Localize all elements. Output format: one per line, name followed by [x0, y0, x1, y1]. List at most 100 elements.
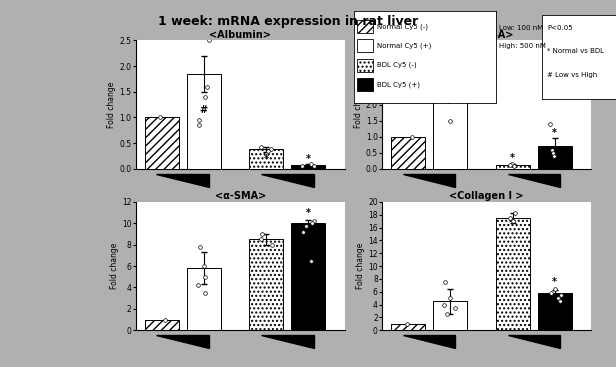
Point — [256, 144, 265, 150]
Point — [193, 283, 203, 288]
Text: *: * — [552, 128, 557, 138]
Text: * Normal vs BDL: * Normal vs BDL — [547, 48, 604, 54]
Point — [306, 258, 315, 264]
Bar — [187, 74, 221, 169]
Polygon shape — [403, 174, 455, 187]
Bar — [496, 165, 530, 169]
Point — [194, 117, 204, 123]
Point — [442, 311, 452, 317]
Bar — [538, 146, 572, 169]
Bar — [357, 20, 373, 33]
Point — [445, 118, 455, 124]
Text: Normal Cy5 (+): Normal Cy5 (+) — [377, 43, 431, 49]
Bar — [391, 324, 425, 330]
Point — [450, 305, 460, 311]
Bar — [187, 268, 221, 330]
Title: <α-SMA>: <α-SMA> — [214, 191, 266, 201]
Text: *: * — [510, 153, 516, 163]
Point — [200, 290, 210, 296]
Point — [195, 244, 205, 250]
Text: *: * — [306, 154, 311, 164]
Point — [200, 94, 210, 100]
Text: *: * — [552, 277, 557, 287]
Text: BDL Cy5 (-): BDL Cy5 (-) — [377, 62, 416, 68]
Point — [442, 44, 452, 50]
Point — [508, 218, 518, 224]
Point — [505, 162, 515, 168]
Y-axis label: Fold change: Fold change — [107, 81, 116, 128]
Bar — [291, 165, 325, 169]
Point — [267, 242, 277, 248]
Point — [298, 229, 308, 235]
Bar — [496, 218, 530, 330]
Polygon shape — [508, 335, 560, 348]
Point — [445, 295, 455, 301]
Text: *: * — [306, 208, 311, 218]
Polygon shape — [508, 174, 560, 187]
Bar — [357, 78, 373, 91]
Text: # Low vs High: # Low vs High — [547, 72, 598, 78]
Point — [407, 134, 417, 139]
Point — [306, 161, 316, 167]
Bar — [391, 137, 425, 169]
Bar — [357, 59, 373, 72]
Text: BDL Cy5 (+): BDL Cy5 (+) — [377, 81, 420, 88]
Bar — [357, 40, 373, 52]
Point — [509, 163, 519, 168]
Text: 1 week: mRNA expression in rat liver: 1 week: mRNA expression in rat liver — [158, 15, 418, 28]
Point — [439, 302, 449, 308]
Point — [160, 317, 170, 323]
Point — [556, 292, 565, 298]
Y-axis label: Fold change: Fold change — [110, 243, 119, 289]
Point — [547, 147, 557, 153]
Title: <HNF4A>: <HNF4A> — [460, 30, 513, 40]
Point — [546, 290, 556, 296]
Point — [402, 321, 412, 327]
Bar — [538, 293, 572, 330]
Point — [205, 37, 214, 43]
Text: High: 500 nM: High: 500 nM — [499, 43, 546, 49]
Text: Normal Cy5 (-): Normal Cy5 (-) — [377, 23, 428, 30]
Point — [548, 150, 558, 156]
Point — [510, 211, 520, 217]
Point — [440, 279, 450, 285]
Point — [256, 236, 266, 242]
Point — [194, 122, 204, 128]
Point — [263, 148, 273, 154]
Bar — [249, 149, 283, 169]
Y-axis label: Fold change: Fold change — [354, 81, 363, 128]
Point — [555, 298, 565, 304]
Point — [199, 263, 209, 269]
Title: <Collagen I >: <Collagen I > — [450, 191, 524, 201]
Point — [309, 218, 319, 224]
Point — [506, 215, 516, 221]
Point — [553, 295, 563, 301]
Point — [155, 115, 165, 120]
Polygon shape — [156, 174, 209, 187]
Point — [550, 286, 560, 291]
Polygon shape — [403, 335, 455, 348]
Y-axis label: Fold change: Fold change — [356, 243, 365, 289]
Point — [307, 220, 317, 226]
Bar — [433, 68, 467, 169]
Point — [545, 121, 555, 127]
Text: Low: 100 nM: Low: 100 nM — [499, 25, 543, 31]
Point — [298, 163, 307, 169]
Bar — [145, 117, 179, 169]
Polygon shape — [261, 174, 314, 187]
Point — [443, 98, 453, 104]
Point — [257, 231, 267, 237]
Point — [301, 224, 311, 229]
Point — [441, 66, 451, 72]
Point — [201, 84, 211, 90]
Text: P<0.05: P<0.05 — [547, 25, 573, 31]
Bar — [145, 320, 179, 330]
Point — [200, 274, 209, 280]
Text: #: # — [200, 105, 208, 115]
Point — [266, 146, 276, 152]
Bar — [249, 239, 283, 330]
Point — [309, 163, 319, 169]
Polygon shape — [156, 335, 209, 348]
Point — [507, 161, 517, 167]
Title: <Albumin>: <Albumin> — [209, 30, 271, 40]
